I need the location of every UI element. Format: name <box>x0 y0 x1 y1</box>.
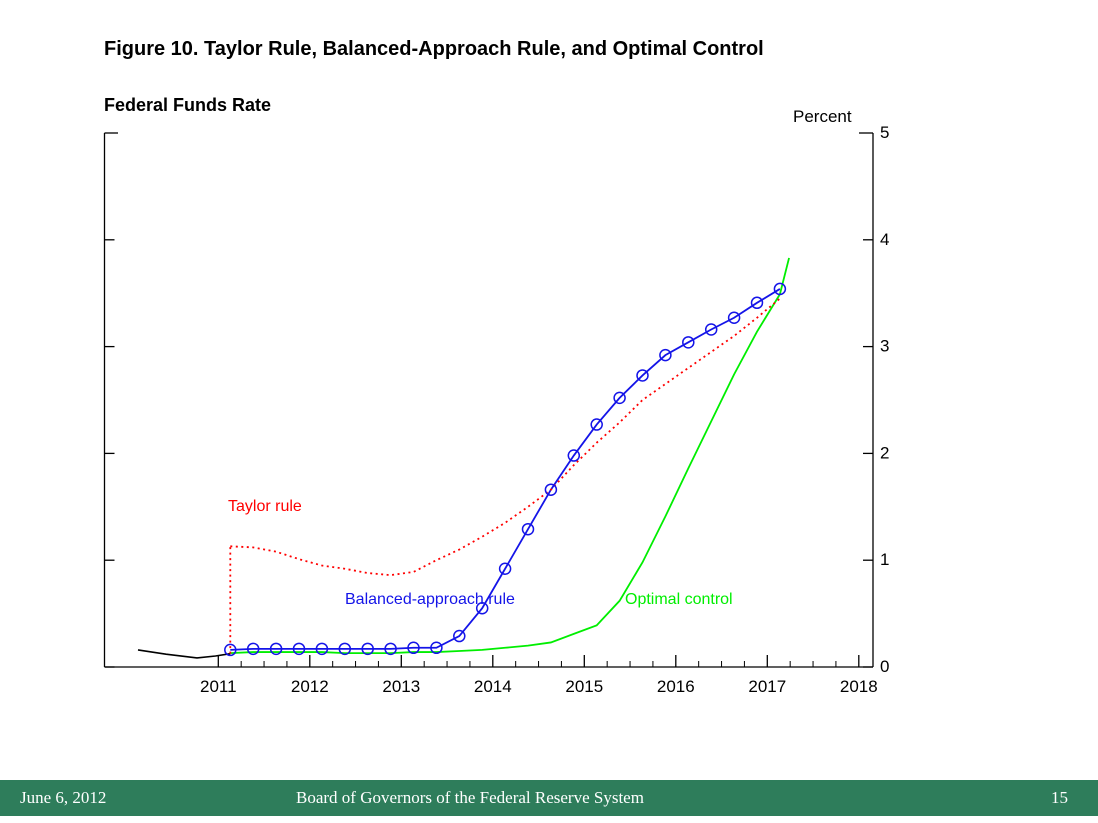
svg-text:0: 0 <box>880 657 889 676</box>
svg-text:Optimal control: Optimal control <box>625 591 733 608</box>
svg-text:3: 3 <box>880 337 889 356</box>
svg-text:2014: 2014 <box>474 677 512 696</box>
svg-text:2017: 2017 <box>748 677 786 696</box>
svg-text:2015: 2015 <box>565 677 603 696</box>
svg-text:2013: 2013 <box>382 677 420 696</box>
svg-text:1: 1 <box>880 550 889 569</box>
svg-text:2016: 2016 <box>657 677 695 696</box>
svg-text:2012: 2012 <box>291 677 329 696</box>
svg-text:4: 4 <box>880 230 889 249</box>
svg-text:5: 5 <box>880 123 889 142</box>
svg-text:Taylor rule: Taylor rule <box>228 498 302 515</box>
svg-text:Balanced-approach rule: Balanced-approach rule <box>345 591 515 608</box>
svg-text:2011: 2011 <box>200 677 237 696</box>
svg-text:2018: 2018 <box>840 677 878 696</box>
svg-text:2: 2 <box>880 443 889 462</box>
